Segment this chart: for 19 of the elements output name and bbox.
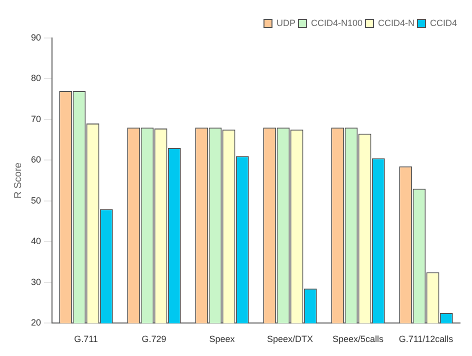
legend-label: CCID4-N100 [310, 18, 363, 28]
x-tick-label: Speex/5calls [332, 334, 384, 344]
legend-label: CCID4 [430, 18, 458, 28]
y-tick-label: 70 [30, 114, 42, 124]
legend-label: CCID4-N [378, 18, 415, 28]
x-tick-label: G.729 [142, 334, 166, 344]
legend-label: UDP [276, 18, 296, 28]
y-tick-label: 40 [30, 236, 42, 246]
x-tick-label: G.711 [74, 334, 98, 344]
y-tick-label: 20 [30, 318, 42, 328]
y-axis-title: R Score [12, 162, 24, 199]
x-tick-label: Speex/DTX [266, 334, 314, 344]
x-tick-label: Speex [209, 334, 236, 344]
y-tick-label: 60 [30, 154, 42, 165]
y-tick-label: 30 [30, 276, 42, 287]
y-tick-label: 80 [30, 73, 42, 84]
y-tick-label: 50 [30, 195, 42, 206]
x-tick-label: G.711/12calls [398, 334, 454, 344]
y-tick-label: 90 [30, 32, 42, 42]
